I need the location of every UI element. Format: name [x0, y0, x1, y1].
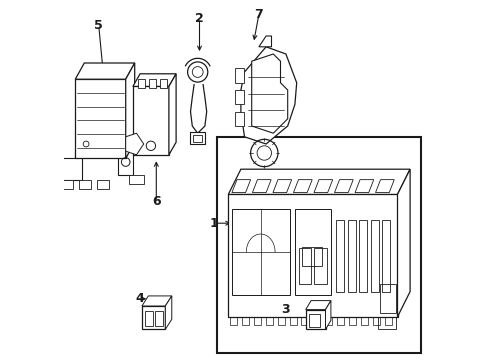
Bar	[294, 209, 330, 295]
Bar	[359, 220, 366, 292]
Bar	[235, 112, 244, 126]
Polygon shape	[75, 79, 125, 158]
Polygon shape	[75, 63, 134, 79]
Bar	[302, 247, 321, 266]
Polygon shape	[55, 137, 82, 180]
Bar	[298, 248, 310, 284]
Polygon shape	[241, 47, 296, 144]
Bar	[336, 317, 344, 325]
Bar	[144, 311, 152, 326]
Bar	[265, 317, 272, 325]
Bar	[301, 317, 308, 325]
Text: 2: 2	[195, 12, 203, 24]
Text: 5: 5	[94, 19, 103, 32]
Text: 3: 3	[281, 303, 289, 316]
Bar	[379, 284, 395, 313]
Bar	[155, 311, 163, 326]
Bar	[253, 317, 261, 325]
Bar	[149, 79, 156, 88]
Bar	[370, 220, 378, 292]
Bar	[289, 317, 296, 325]
Bar	[230, 317, 237, 325]
Bar	[235, 90, 244, 104]
Text: 1: 1	[209, 217, 218, 230]
Bar	[309, 314, 320, 327]
Bar	[138, 79, 145, 88]
Bar	[360, 317, 367, 325]
Bar	[231, 209, 289, 295]
Polygon shape	[133, 74, 176, 86]
Bar	[79, 180, 91, 189]
Text: 7: 7	[254, 8, 263, 21]
Bar	[336, 220, 344, 292]
Bar	[313, 317, 320, 325]
Polygon shape	[305, 310, 325, 329]
Bar	[348, 317, 355, 325]
Polygon shape	[125, 133, 143, 155]
Bar	[384, 317, 391, 325]
Polygon shape	[228, 194, 397, 317]
Polygon shape	[258, 36, 271, 47]
Bar	[242, 317, 249, 325]
Bar	[277, 317, 284, 325]
Polygon shape	[118, 114, 133, 175]
Bar	[61, 180, 73, 189]
Text: 4: 4	[136, 292, 144, 305]
Text: 6: 6	[152, 195, 160, 208]
Polygon shape	[142, 296, 171, 306]
Polygon shape	[168, 74, 176, 155]
Polygon shape	[251, 54, 287, 133]
Bar	[325, 317, 332, 325]
Polygon shape	[228, 169, 409, 194]
Bar	[382, 220, 389, 292]
Bar	[217, 137, 420, 353]
Bar	[129, 175, 143, 184]
Bar	[97, 180, 109, 189]
Bar	[160, 79, 167, 88]
Polygon shape	[397, 169, 409, 317]
Bar	[235, 68, 244, 83]
Polygon shape	[133, 86, 168, 155]
Bar	[347, 220, 355, 292]
Bar	[313, 248, 326, 284]
Bar	[372, 317, 379, 325]
Bar	[190, 132, 204, 144]
Bar	[377, 317, 395, 329]
Polygon shape	[305, 301, 330, 310]
Polygon shape	[125, 63, 134, 158]
Polygon shape	[165, 296, 171, 329]
Polygon shape	[142, 306, 165, 329]
Bar	[193, 135, 202, 142]
Polygon shape	[325, 301, 330, 329]
